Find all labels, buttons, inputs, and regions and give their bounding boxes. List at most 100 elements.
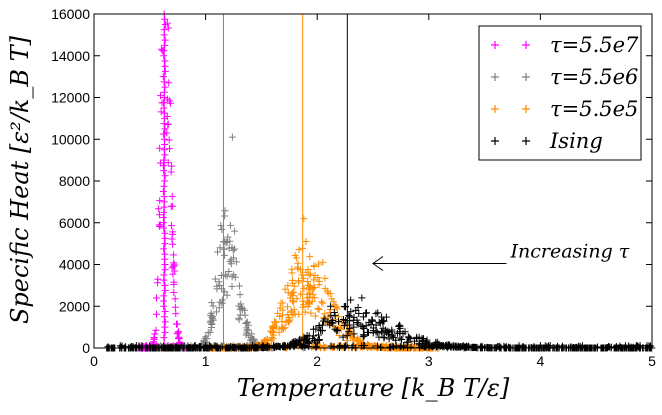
series-0-point [160,334,168,342]
series-1-point [212,308,220,316]
series-2-point [306,289,314,297]
series-3-point [404,343,412,351]
series-3-point [330,343,338,351]
series-0-point [160,26,168,34]
y-tick-label: 8000 [59,173,90,189]
series-2-point [302,238,310,246]
series-3-point [606,343,614,351]
series-3-point [232,343,240,351]
series-1-point [221,212,229,220]
series-3-point [167,343,175,351]
series-0-point [160,156,168,164]
series-3-point [448,343,456,351]
series-1-point [216,244,224,252]
series-3-point [634,343,642,351]
series-1-point [222,239,230,247]
series-0-point [164,159,172,167]
series-0-point [161,83,169,91]
series-3-point [321,315,329,323]
series-0-point [165,79,173,87]
series-0-point [161,41,169,49]
series-1-point [223,238,231,246]
series-0-point [159,73,167,81]
series-3-point [117,343,125,351]
series-0-point [160,271,168,279]
legend-marker-3 [491,137,499,145]
x-tick-label: 3 [425,353,433,369]
series-3-point [309,332,317,340]
series-2-point [290,298,298,306]
series-0-point [168,202,176,210]
series-3-point [339,333,347,341]
series-3-point [327,312,335,320]
series-3-point [377,327,385,335]
series-2-point [300,215,308,223]
series-2-point [303,277,311,285]
series-3-point [121,343,129,351]
series-0-point [169,240,177,248]
series-0-point [150,335,158,343]
series-2-point [311,272,319,280]
legend-marker-0 [491,41,499,49]
series-0-point [161,250,169,258]
series-1-point [242,319,250,327]
series-0-point [152,310,160,318]
series-3-point [422,343,430,351]
series-3-point [520,343,528,351]
series-2-point [315,277,323,285]
series-0-point [160,78,168,86]
series-2-point [295,246,303,254]
series-1-point [231,227,239,235]
series-2-point [281,324,289,332]
series-3-point [340,322,348,330]
series-1-point [221,251,229,259]
series-0-point [161,36,169,44]
series-0-point [159,187,167,195]
series-3-point [381,326,389,334]
series-3-point [347,308,355,316]
series-0-point [160,47,168,55]
series-3-point [154,343,162,351]
series-2-point [326,290,334,298]
series-3-point [368,317,376,325]
series-0-point [155,221,163,229]
series-0-point [157,108,165,116]
series-3-point [354,320,362,328]
series-0-point [168,192,176,200]
series-3-point [354,304,362,312]
series-1-point [218,299,226,307]
series-1-point [228,133,236,141]
series-2-point [310,276,318,284]
series-3-point [396,334,404,342]
series-3-point [279,343,287,351]
series-1-point [215,281,223,289]
series-1-point [228,283,236,291]
series-0-point [161,318,169,326]
series-1-point [229,246,237,254]
y-tick-label: 12000 [51,90,90,106]
series-3-point [340,316,348,324]
series-3-point [353,316,361,324]
series-3-point [136,343,144,351]
series-2-point [306,253,314,261]
series-3-point [327,302,335,310]
series-1-point [243,329,251,337]
series-0-point [159,130,167,138]
series-3-point [396,343,404,351]
series-3-point [505,343,513,351]
series-0-point [160,135,168,143]
series-3-point [346,321,354,329]
series-3-point [298,343,306,351]
legend-label-0: τ=5.5e7 [550,33,639,57]
series-1-point [229,254,237,262]
series-3-point [286,343,294,351]
legend-marker-1 [491,73,499,81]
annotation-arrow-head [372,256,384,271]
series-3-point [227,343,235,351]
series-0-point [164,120,172,128]
y-tick-label: 4000 [59,257,90,273]
series-2-point [281,285,289,293]
legend-marker-1 [522,73,530,81]
series-3-point [343,332,351,340]
series-3-point [197,343,205,351]
